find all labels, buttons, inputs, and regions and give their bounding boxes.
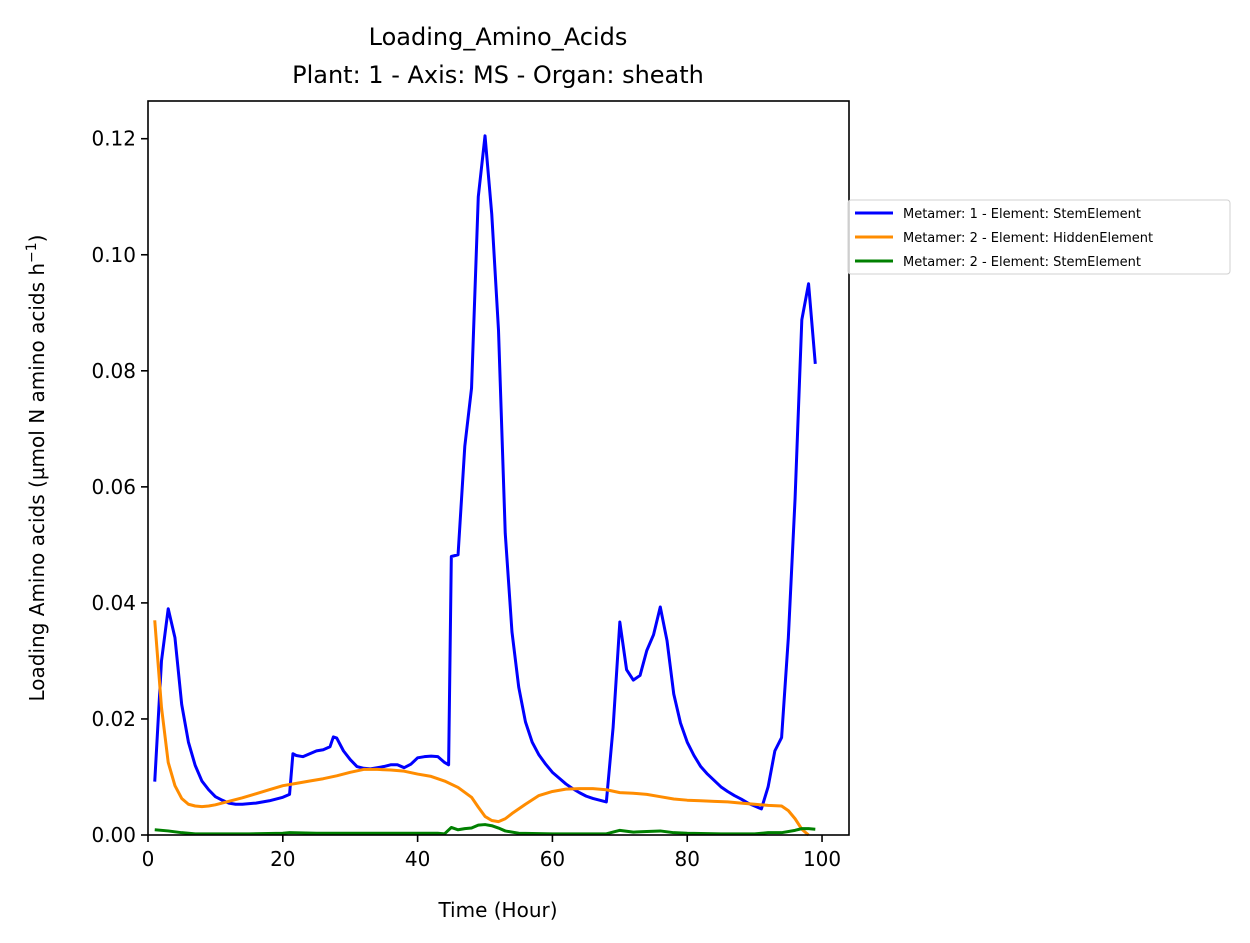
y-tick-label: 0.04 <box>91 591 136 615</box>
plot-area <box>153 134 817 837</box>
x-tick-label: 100 <box>803 847 841 871</box>
x-tick-label: 20 <box>270 847 295 871</box>
series-line-3 <box>154 823 816 836</box>
legend-box <box>847 199 1231 275</box>
chart-subtitle: Plant: 1 - Axis: MS - Organ: sheath <box>292 61 704 89</box>
x-axis-label: Time (Hour) <box>437 898 557 922</box>
legend-label-1: Metamer: 1 - Element: StemElement <box>903 207 1141 222</box>
y-axis: 0.00 0.02 0.04 0.06 0.08 0.10 0.12 <box>91 127 148 847</box>
legend-label-2: Metamer: 2 - Element: HiddenElement <box>903 231 1153 246</box>
series-line-2 <box>153 620 810 837</box>
x-tick-label: 0 <box>142 847 155 871</box>
y-axis-label: Loading Amino acids (µmol N amino acids … <box>24 235 49 702</box>
x-axis: 0 20 40 60 80 100 <box>142 835 841 871</box>
y-tick-label: 0.00 <box>91 823 136 847</box>
y-axis-label-superscript: −1 <box>24 242 40 263</box>
legend-items: Metamer: 1 - Element: StemElement Metamer… <box>855 207 1153 270</box>
legend: Metamer: 1 - Element: StemElement Metamer… <box>847 199 1231 275</box>
x-tick-label: 40 <box>405 847 430 871</box>
legend-label-3: Metamer: 2 - Element: StemElement <box>903 255 1141 270</box>
y-axis-label-suffix: ) <box>25 235 49 243</box>
y-axis-label-main: Loading Amino acids (µmol N amino acids … <box>25 263 49 702</box>
series-line-1 <box>153 134 817 811</box>
y-tick-label: 0.06 <box>91 475 136 499</box>
plot-frame <box>147 100 850 836</box>
y-tick-label: 0.02 <box>91 707 136 731</box>
x-tick-label: 80 <box>675 847 700 871</box>
y-tick-label: 0.12 <box>91 127 136 151</box>
chart-title: Loading_Amino_Acids <box>369 23 628 51</box>
y-tick-label: 0.08 <box>91 359 136 383</box>
x-tick-label: 60 <box>540 847 565 871</box>
y-tick-label: 0.10 <box>91 243 136 267</box>
